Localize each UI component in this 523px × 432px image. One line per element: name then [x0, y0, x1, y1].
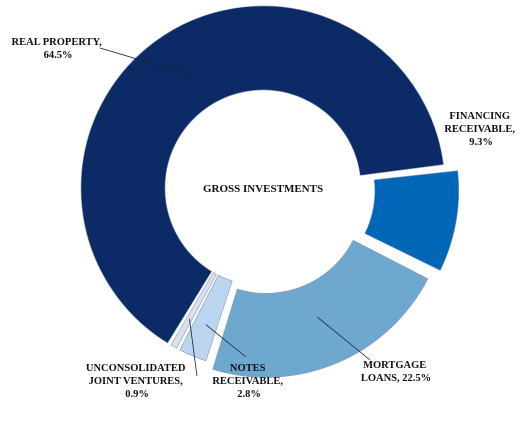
leader-line — [205, 324, 247, 358]
label-unconsolidated-joint-ventures: UNCONSOLIDATED JOINT VENTURES, 0.9% — [86, 363, 188, 400]
chart-title: GROSS INVESTMENTS — [203, 183, 323, 195]
slice-real-property — [80, 5, 444, 344]
label-notes-receivable: NOTES RECEIVABLE, 2.8% — [212, 363, 285, 400]
donut-slices — [80, 5, 460, 378]
leader-line — [317, 316, 371, 361]
leader-line — [189, 318, 198, 377]
label-mortgage-loans: MORTGAGE LOANS, 22.5% — [361, 360, 431, 384]
slice-notes-receivable — [179, 274, 233, 362]
leader-lines — [99, 47, 371, 377]
label-real-property: REAL PROPERTY, 64.5% — [12, 37, 105, 61]
slice-financing-receivable — [364, 170, 460, 271]
leader-line — [99, 47, 190, 76]
label-financing-receivable: FINANCING RECEIVABLE, 9.3% — [444, 111, 517, 148]
slice-unconsolidated-joint-ventures — [170, 272, 217, 349]
slice-mortgage-loans — [212, 239, 429, 378]
